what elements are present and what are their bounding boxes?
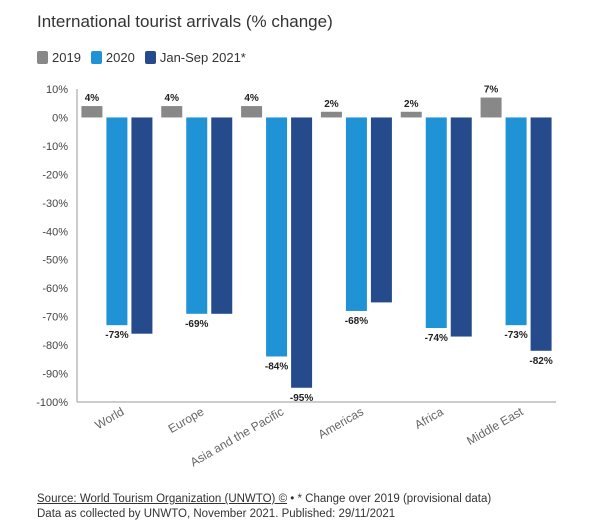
data-label: -82% <box>529 356 552 367</box>
y-tick-label: -90% <box>42 369 68 381</box>
bar-2019-asia-and-the-pacific <box>241 106 263 118</box>
legend-label-jan-sep-2021: Jan-Sep 2021* <box>159 50 246 65</box>
x-tick-label: World <box>92 404 126 432</box>
legend-swatch-2020 <box>90 51 102 64</box>
x-tick-label: Europe <box>166 404 207 436</box>
bar-jan-sep-2021-africa <box>450 117 472 337</box>
chart-title: International tourist arrivals (% change… <box>37 12 333 31</box>
bar-jan-sep-2021-middle-east <box>530 117 552 351</box>
x-tick-label: Middle East <box>464 404 526 448</box>
data-label: -69% <box>185 319 208 330</box>
bar-2019-world <box>81 106 103 118</box>
bar-2019-africa <box>400 111 422 118</box>
data-label: -68% <box>345 316 368 327</box>
legend-swatch-jan-sep-2021 <box>144 51 156 64</box>
data-label: -73% <box>105 330 128 341</box>
x-tick-label: Africa <box>412 404 446 432</box>
bar-2019-middle-east <box>480 97 502 118</box>
data-label: -74% <box>425 333 448 344</box>
bar-2020-europe <box>186 117 208 314</box>
bar-2019-europe <box>161 106 183 118</box>
y-tick-label: -30% <box>42 198 68 210</box>
footer-line-2: Data as collected by UNWTO, November 202… <box>37 508 396 520</box>
y-tick-label: 0% <box>52 112 68 124</box>
legend-swatch-2019 <box>37 51 48 64</box>
bar-chart: 10% 0% -10% -20% -30% -40% -50% -60% -70% -80% -90… <box>36 84 556 469</box>
data-label: 2% <box>324 99 339 110</box>
y-tick-label: -80% <box>42 340 68 352</box>
bar-2019-americas <box>320 111 342 118</box>
y-tick-label: -20% <box>42 169 68 181</box>
bar-jan-sep-2021-europe <box>211 117 233 314</box>
bar-2020-middle-east <box>505 117 527 326</box>
bar-jan-sep-2021-americas <box>370 117 392 303</box>
data-label: -95% <box>290 393 313 404</box>
source-link[interactable]: Source: World Tourism Organization (UNWT… <box>37 493 288 505</box>
y-tick-label: -50% <box>42 255 68 267</box>
data-label: -84% <box>265 361 288 372</box>
legend: 2019 2020 Jan-Sep 2021* <box>37 50 246 65</box>
y-tick-label: -60% <box>42 283 68 295</box>
legend-label-2019: 2019 <box>52 50 81 65</box>
legend-item-2020[interactable]: 2020 <box>90 50 135 65</box>
data-label: -73% <box>504 330 527 341</box>
y-tick-label: -100% <box>36 397 68 409</box>
data-label: 4% <box>165 93 180 104</box>
data-label: 4% <box>244 93 259 104</box>
bar-jan-sep-2021-asia-and-the-pacific <box>291 117 313 388</box>
legend-item-jan-sep-2021[interactable]: Jan-Sep 2021* <box>144 50 246 65</box>
bar-2020-world <box>106 117 128 326</box>
legend-item-2019[interactable]: 2019 <box>37 50 81 65</box>
data-label: 7% <box>484 85 499 96</box>
bar-jan-sep-2021-world <box>131 117 153 334</box>
legend-label-2020: 2020 <box>105 50 135 65</box>
x-tick-label: Americas <box>316 404 366 441</box>
source-note: • * Change over 2019 (provisional data) <box>287 493 492 505</box>
bar-2020-americas <box>345 117 367 311</box>
footer: Source: World Tourism Organization (UNWT… <box>37 492 491 522</box>
data-label: 4% <box>85 93 100 104</box>
y-tick-label: 10% <box>46 84 68 96</box>
bar-2020-asia-and-the-pacific <box>266 117 288 357</box>
bar-2020-africa <box>425 117 447 329</box>
y-tick-label: -40% <box>42 226 68 238</box>
y-tick-label: -70% <box>42 312 68 324</box>
data-label: 2% <box>404 99 419 110</box>
footer-line-1: Source: World Tourism Organization (UNWT… <box>37 492 491 507</box>
y-tick-label: -10% <box>42 141 68 153</box>
